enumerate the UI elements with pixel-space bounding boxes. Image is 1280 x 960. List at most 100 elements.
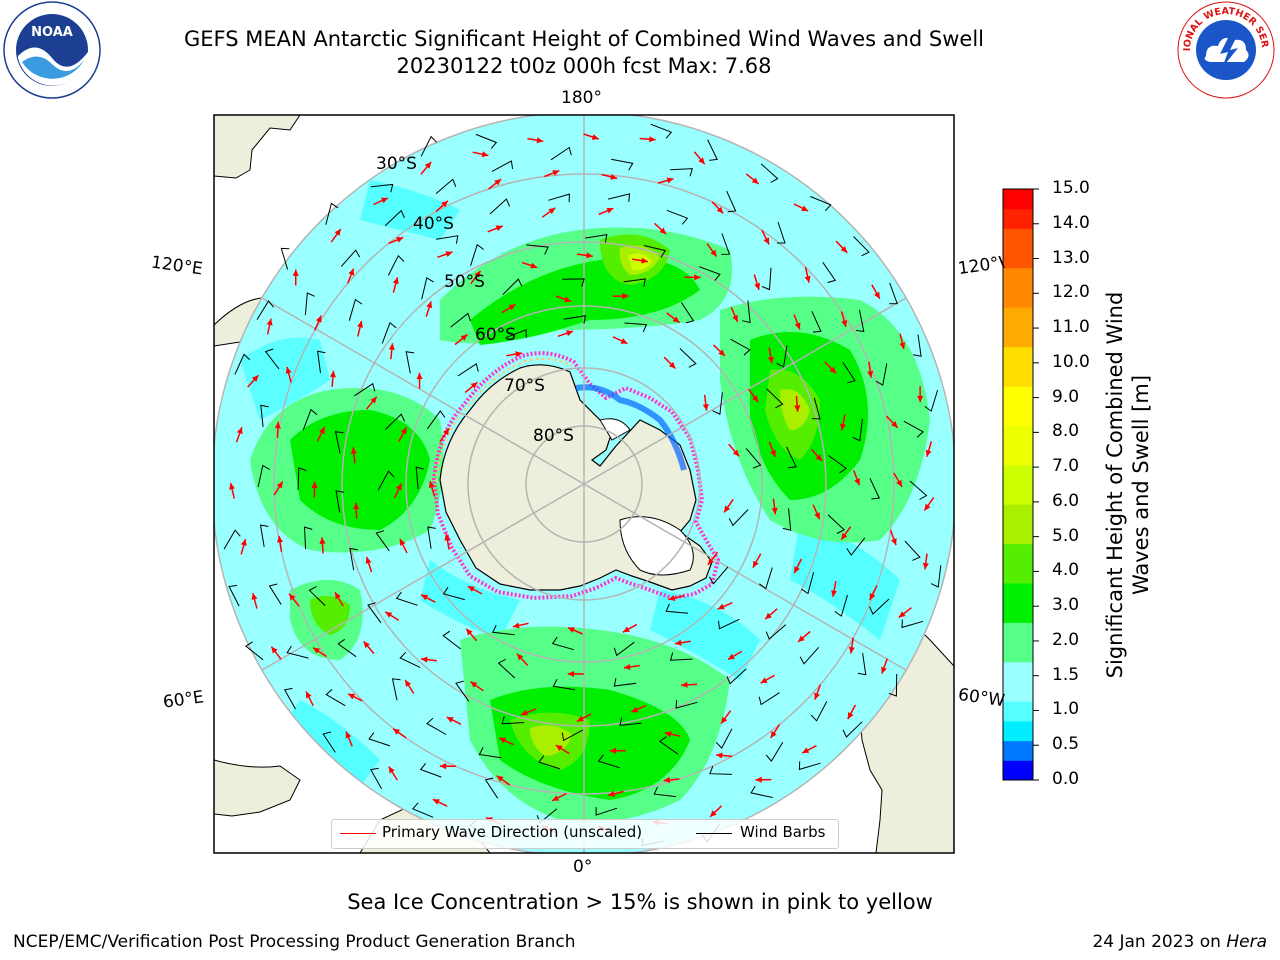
wave-direction-arrowhead xyxy=(694,274,701,281)
map-title: GEFS MEAN Antarctic Significant Height o… xyxy=(183,27,985,51)
colorbar-tick-label: 1.0 xyxy=(1052,699,1080,720)
colorbar-segment xyxy=(1003,208,1033,229)
wind-barb xyxy=(595,807,618,816)
wind-barb xyxy=(562,278,585,287)
wind-barb xyxy=(765,742,784,762)
wind-barb xyxy=(726,668,747,685)
wind-barb xyxy=(395,591,418,606)
colorbar-segment xyxy=(1003,386,1033,407)
wave-direction-arrowhead xyxy=(867,371,874,378)
wind-barb xyxy=(811,311,822,333)
wave-direction-arrowhead xyxy=(829,366,836,374)
colorbar-segment xyxy=(1003,248,1033,269)
wind-barb xyxy=(760,163,779,183)
wind-barb xyxy=(475,133,498,149)
wind-barb xyxy=(799,646,820,665)
colorbar-segment xyxy=(1003,366,1033,387)
wave-direction-arrowhead xyxy=(814,692,820,700)
wind-barb xyxy=(354,382,376,397)
wind-barb xyxy=(526,244,549,255)
wave-direction-arrowhead xyxy=(481,151,489,158)
wind-barb xyxy=(777,221,786,244)
wave-direction-arrowhead xyxy=(664,731,672,738)
wind-barb xyxy=(742,300,751,324)
wind-barb xyxy=(457,362,479,377)
colorbar-tick-label: 7.0 xyxy=(1052,456,1080,477)
footer-machine: Hera xyxy=(1226,932,1267,952)
colorbar-tick-label: 11.0 xyxy=(1052,317,1090,338)
wind-barb xyxy=(552,678,576,691)
wave-direction-arrowhead xyxy=(922,562,929,570)
wave-direction-arrowhead xyxy=(345,731,352,739)
lon-label-0: 0° xyxy=(573,857,593,877)
sea-ice-edge xyxy=(431,351,721,601)
wind-barb xyxy=(680,302,695,324)
wave-direction-arrowhead xyxy=(794,322,801,330)
wind-barb xyxy=(551,636,574,651)
wind-barb xyxy=(561,729,584,742)
wind-barb xyxy=(419,762,442,778)
wind-barb xyxy=(548,193,570,203)
wave-direction-arrowhead xyxy=(564,296,572,303)
wind-barb xyxy=(585,233,608,243)
wind-barb xyxy=(659,736,679,755)
wave-direction-arrowhead xyxy=(717,603,725,610)
wind-barb xyxy=(303,526,313,550)
wind-barb xyxy=(370,183,394,193)
wind-barb xyxy=(643,245,667,258)
wave-direction-arrowhead xyxy=(474,270,481,278)
wind-barb xyxy=(280,247,290,270)
wave-direction-arrowhead xyxy=(841,320,848,327)
wave-direction-arrowhead xyxy=(899,342,906,350)
wave-direction-arrowhead xyxy=(353,502,360,510)
wind-barb xyxy=(375,530,390,552)
wave-direction-arrowhead xyxy=(319,537,326,544)
wave-direction-arrowhead xyxy=(424,162,432,169)
wave-direction-arrowhead xyxy=(348,268,355,276)
antarctica xyxy=(439,364,713,591)
vector-layer xyxy=(223,123,942,847)
svg-text:NOAA: NOAA xyxy=(31,25,73,40)
colorbar-tick-label: 14.0 xyxy=(1052,212,1090,233)
wave-direction-arrowhead xyxy=(724,505,731,513)
wave-direction-arrowhead xyxy=(439,763,447,770)
wave-direction-arrowhead xyxy=(251,375,259,382)
wave-direction-arrowhead xyxy=(925,449,932,457)
wave-direction-arrowhead xyxy=(306,691,312,699)
wave-direction-arrowhead xyxy=(499,737,507,744)
wave-direction-arrowhead xyxy=(566,330,573,337)
wave-direction-arrowhead xyxy=(365,556,372,564)
wind-barb xyxy=(470,243,484,266)
colorbar-segment xyxy=(1003,484,1033,505)
wind-barb xyxy=(670,168,693,177)
wind-barb xyxy=(450,312,471,328)
wind-barb xyxy=(442,586,465,601)
wave-direction-arrowhead xyxy=(814,512,820,520)
wind-barb xyxy=(399,651,421,668)
wave-direction-arrowhead xyxy=(620,338,628,344)
colorbar-segment xyxy=(1003,425,1033,446)
wind-barb xyxy=(708,566,729,585)
wind-barb xyxy=(245,641,264,661)
colorbar-tick-label: 2.0 xyxy=(1052,629,1080,650)
map-frame xyxy=(213,114,955,854)
wave-direction-arrowhead xyxy=(771,507,778,515)
colorbar-segment xyxy=(1003,661,1033,682)
wave-direction-arrowhead xyxy=(641,257,648,264)
lat-label-60: 60°S xyxy=(475,325,516,345)
wind-barb xyxy=(730,338,751,356)
wave-direction-arrowhead xyxy=(494,179,502,186)
colorbar-tick-label: 5.0 xyxy=(1052,525,1080,546)
lat-label-70: 70°S xyxy=(504,376,545,396)
wave-direction-arrowhead xyxy=(917,395,924,403)
wave-direction-arrowhead xyxy=(831,590,837,597)
wind-barb xyxy=(869,598,890,615)
wind-barb xyxy=(325,202,339,225)
wind-barb xyxy=(322,731,336,753)
wind-barb xyxy=(903,420,924,438)
wave-direction-arrowhead xyxy=(672,316,680,323)
wind-barb xyxy=(334,431,344,454)
wave-direction-arrowhead xyxy=(716,206,724,214)
wind-barb xyxy=(455,680,470,702)
wave-direction-arrowhead xyxy=(794,566,800,574)
